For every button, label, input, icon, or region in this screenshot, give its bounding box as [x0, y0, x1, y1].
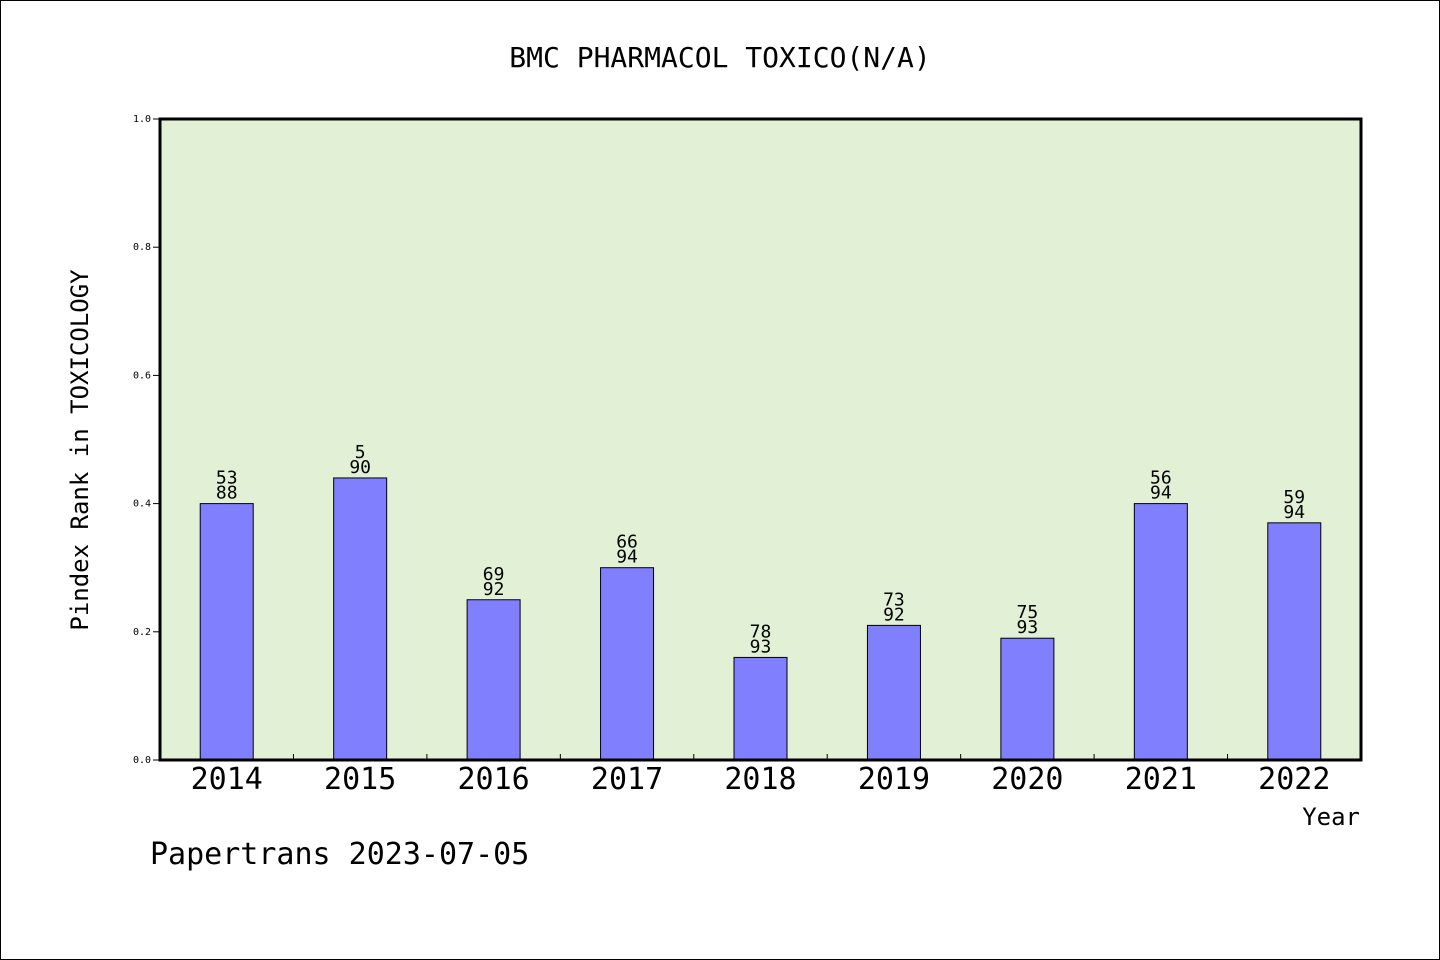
plot-frame	[158, 117, 1363, 762]
bar-2021	[1133, 503, 1188, 761]
bar-2017	[600, 567, 655, 761]
x-tick-label-2014: 2014	[191, 762, 263, 797]
y-tick-label: 1.0	[133, 114, 151, 125]
rank-label-2015: 5	[355, 442, 366, 463]
total-label-2020: 93	[1017, 617, 1039, 638]
y-tick-label: 0.6	[133, 370, 151, 381]
bar-2019	[866, 624, 921, 761]
total-label-2014: 88	[216, 483, 238, 504]
rank-label-2018: 78	[750, 621, 772, 642]
bar-2018	[733, 656, 788, 761]
footer-credit: Papertrans 2023-07-05	[150, 837, 529, 872]
rank-label-2014: 53	[216, 468, 238, 489]
x-axis-label: Year	[1302, 803, 1360, 831]
total-label-2017: 94	[616, 547, 638, 568]
x-tick-label-2017: 2017	[591, 762, 663, 797]
x-tick-label-2021: 2021	[1125, 762, 1197, 797]
y-tick-label: 0.0	[133, 755, 151, 766]
y-tick-label: 0.2	[133, 627, 151, 638]
total-label-2022: 94	[1283, 502, 1305, 523]
x-tick-label-2020: 2020	[991, 762, 1063, 797]
chart-title: BMC PHARMACOL TOXICO(N/A)	[509, 41, 930, 74]
bar-2020	[1000, 637, 1055, 761]
total-label-2015: 90	[349, 457, 371, 478]
bar-2014	[199, 503, 254, 761]
bar-2016	[466, 599, 521, 761]
rank-label-2021: 56	[1150, 468, 1172, 489]
x-axis: 2014 2015 2016 2017 2018 2019 2020 2021 2022	[191, 754, 1330, 797]
x-tick-label-2015: 2015	[324, 762, 396, 797]
rank-label-2020: 75	[1017, 602, 1039, 623]
y-tick-label: 0.4	[133, 499, 151, 510]
bar-2022	[1267, 522, 1322, 761]
x-tick-label-2016: 2016	[457, 762, 529, 797]
rank-label-2017: 66	[616, 532, 638, 553]
y-axis: 0.0 0.2 0.4 0.6 0.8 1.0	[133, 114, 160, 766]
y-tick-label: 0.8	[133, 242, 151, 253]
total-label-2016: 92	[483, 579, 505, 600]
x-tick-label-2018: 2018	[724, 762, 796, 797]
total-label-2019: 92	[883, 604, 905, 625]
total-label-2018: 93	[750, 636, 772, 657]
bar-2015	[333, 477, 388, 761]
x-tick-label-2022: 2022	[1258, 762, 1330, 797]
rank-label-2016: 69	[483, 564, 505, 585]
y-axis-label: Pindex Rank in TOXICOLOGY	[66, 269, 94, 631]
rank-label-2022: 59	[1283, 487, 1305, 508]
total-label-2021: 94	[1150, 483, 1172, 504]
x-tick-label-2019: 2019	[858, 762, 930, 797]
rank-label-2019: 73	[883, 589, 905, 610]
